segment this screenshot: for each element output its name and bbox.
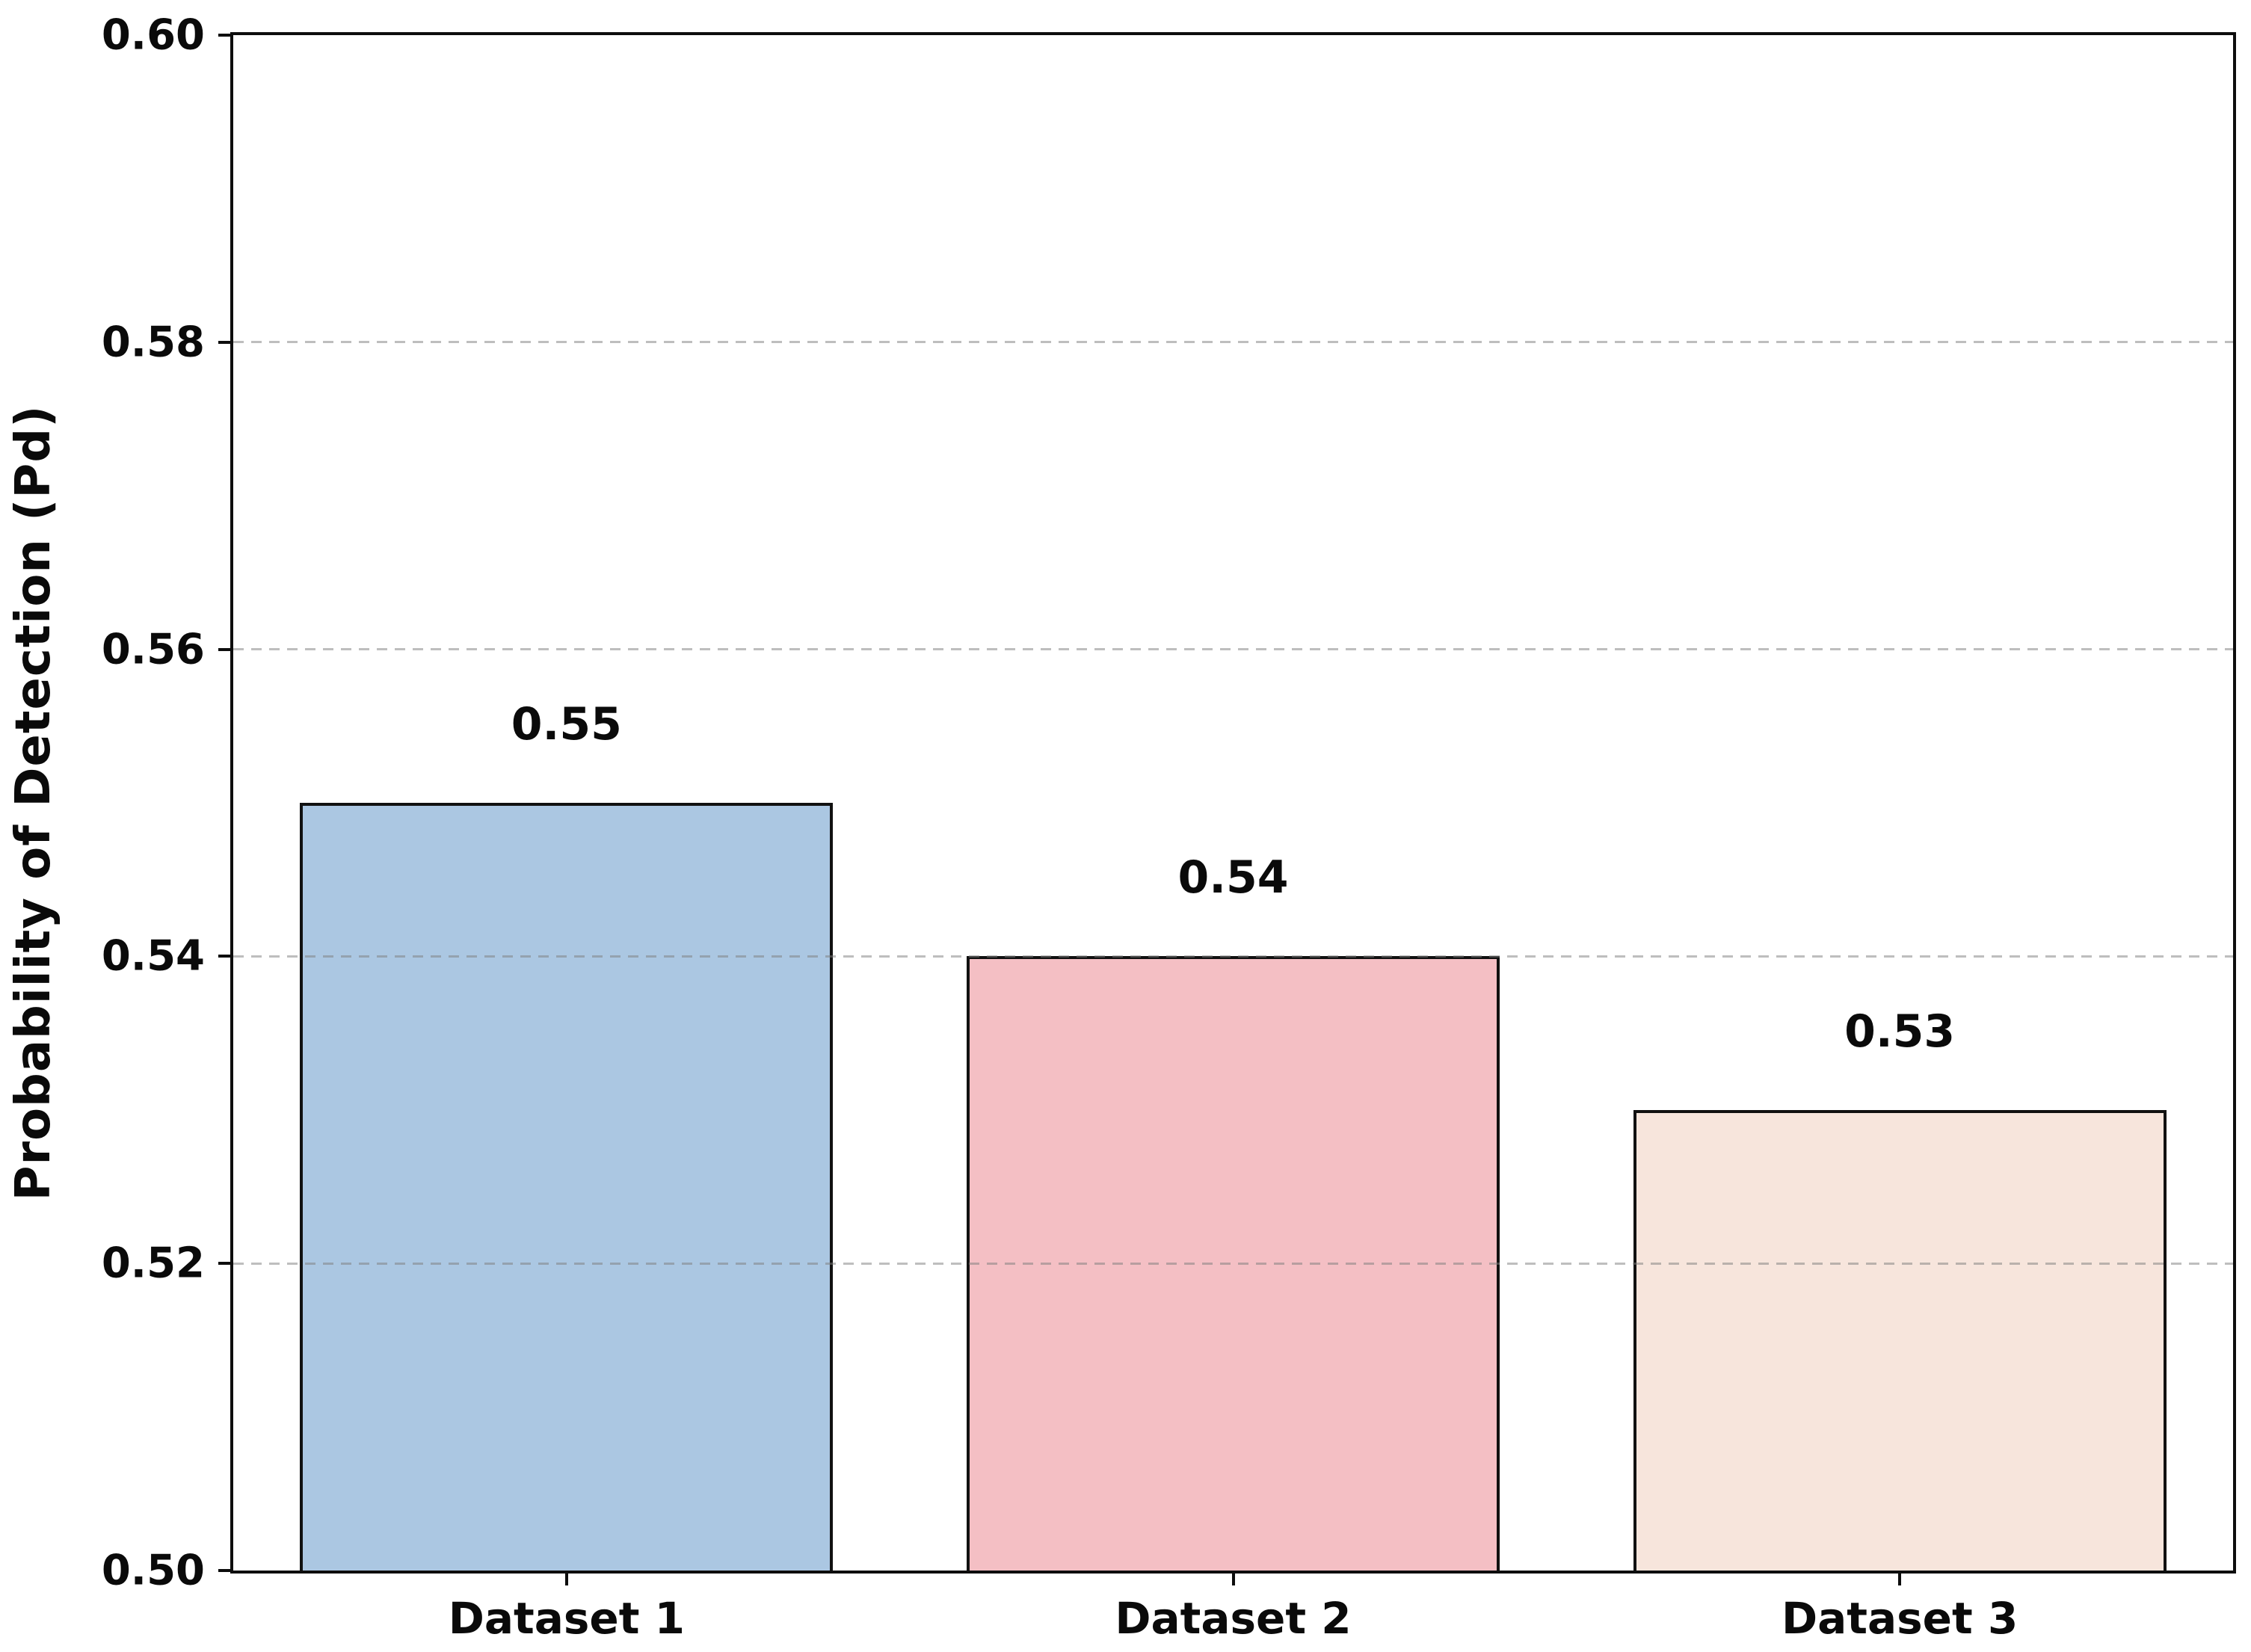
y-tick-label-0.58: 0.58: [101, 318, 205, 367]
bar-dataset-3: [1633, 1109, 2167, 1571]
x-tick-label-1: Dataset 1: [448, 1593, 685, 1644]
y-tick-label-0.52: 0.52: [101, 1239, 205, 1288]
gridline-0.56: [233, 648, 2233, 651]
plot-area: 0.50 0.52 0.54 0.56 0.58 0.60 0.55 Dataset 1 0.5…: [102, 11, 2236, 1644]
y-tick-label-0.56: 0.56: [101, 625, 205, 674]
x-tick-2: [1231, 1574, 1235, 1585]
y-tick-0.60: [218, 34, 230, 37]
y-tick-label-0.60: 0.60: [101, 10, 205, 60]
bar-value-label-3: 0.53: [1844, 1005, 1956, 1058]
x-tick-label-3: Dataset 3: [1782, 1593, 2018, 1644]
y-tick-label-0.50: 0.50: [101, 1546, 205, 1595]
y-tick-0.50: [218, 1569, 230, 1572]
gridline-0.58: [233, 341, 2233, 344]
gridline-0.54: [233, 955, 2233, 958]
y-tick-0.58: [218, 340, 230, 344]
y-tick-0.54: [218, 955, 230, 958]
bar-value-label-1: 0.55: [511, 698, 622, 751]
y-tick-0.56: [218, 647, 230, 651]
x-tick-1: [564, 1574, 568, 1585]
y-axis-title: Probability of Detection (Pd): [6, 404, 61, 1201]
x-tick-label-2: Dataset 2: [1115, 1593, 1352, 1644]
bar-dataset-1: [300, 803, 834, 1571]
bar-value-label-2: 0.54: [1177, 851, 1289, 904]
x-tick-3: [1898, 1574, 1902, 1585]
y-tick-label-0.54: 0.54: [101, 931, 205, 981]
y-tick-0.52: [218, 1262, 230, 1266]
gridline-0.52: [233, 1262, 2233, 1265]
